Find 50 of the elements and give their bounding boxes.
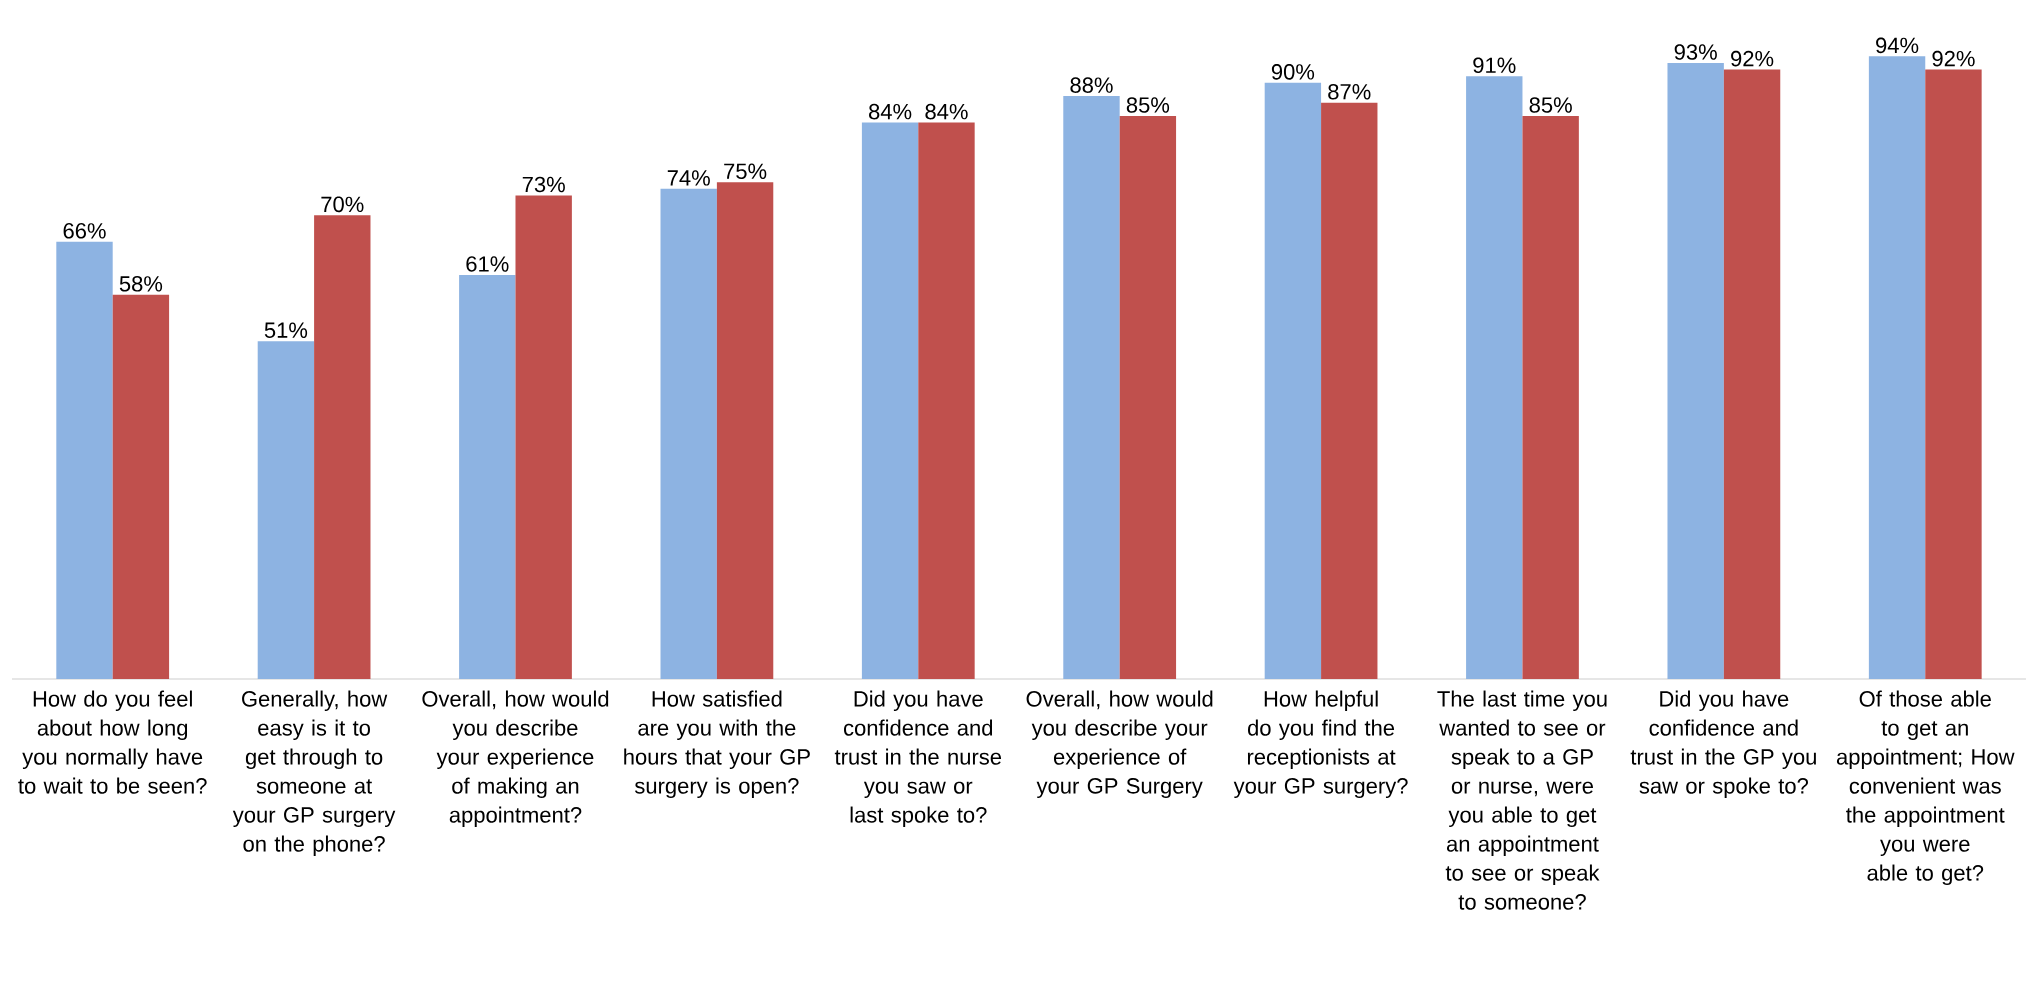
bar (314, 215, 371, 679)
x-tick-label: Overall, how would you describe your experience of making an appointment? (422, 690, 609, 828)
bar (1321, 102, 1378, 679)
data-label: 94% (1876, 37, 1919, 54)
x-tick-label: The last time you wanted to see or speak to a GP or nurse, were you able to get an appointment to see or speak to someone? (1437, 690, 1607, 910)
bar (459, 274, 516, 679)
data-label: 85% (1529, 97, 1572, 113)
data-label: 58% (119, 276, 163, 292)
bar (1063, 96, 1120, 679)
bar (1667, 62, 1724, 679)
bar (257, 341, 315, 679)
bar (1723, 69, 1781, 679)
bar (918, 122, 975, 679)
bar (515, 195, 572, 679)
data-label: 84% (869, 103, 912, 120)
data-label: 88% (1070, 77, 1113, 93)
bar (1119, 115, 1177, 679)
bar (716, 182, 774, 679)
bar (660, 188, 717, 679)
data-label: 70% (321, 196, 364, 213)
data-label: 61% (466, 256, 509, 272)
x-tick-label: Overall, how would you describe your experience of your GP Surgery (1026, 690, 1213, 799)
data-label: 87% (1328, 83, 1371, 100)
bar (112, 294, 170, 679)
bar (1466, 76, 1523, 679)
bar (861, 122, 919, 679)
x-tick-label: Did you have confidence and trust in the nurse you saw or last spoke to? (834, 690, 1002, 828)
data-label: 92% (1932, 50, 1975, 67)
data-label: 90% (1271, 64, 1315, 80)
x-tick-label: How helpful do you find the receptionists at your GP surgery? (1233, 690, 1408, 799)
data-label: 66% (63, 223, 106, 239)
x-tick-label: How do you feel about how long you normally have to wait to be seen? (18, 690, 207, 794)
bar (1925, 69, 1982, 679)
bar (1522, 115, 1579, 679)
data-label: 91% (1473, 57, 1516, 74)
x-tick-label: Did you have confidence and trust in the GP you saw or spoke to? (1630, 690, 1816, 799)
x-tick-label: How satisfied are you with the hours that your GP surgery is open? (624, 690, 810, 799)
x-tick-label: Of those able to get an appointment; How convenient was the appointment you were able to get? (1836, 690, 2015, 886)
data-label: 75% (724, 163, 767, 180)
bar (1264, 82, 1322, 679)
data-label: 92% (1731, 50, 1774, 67)
bar (1868, 56, 1926, 679)
x-tick-label: Generally, how easy is it to get through to someone at your GP surgery on the phone? (232, 690, 396, 857)
data-label: 51% (264, 322, 308, 338)
bar (56, 241, 113, 679)
data-label: 73% (522, 176, 565, 193)
data-label: 84% (925, 103, 968, 120)
data-label: 74% (667, 170, 710, 186)
data-label: 85% (1126, 97, 1170, 113)
data-label: 93% (1674, 44, 1717, 60)
